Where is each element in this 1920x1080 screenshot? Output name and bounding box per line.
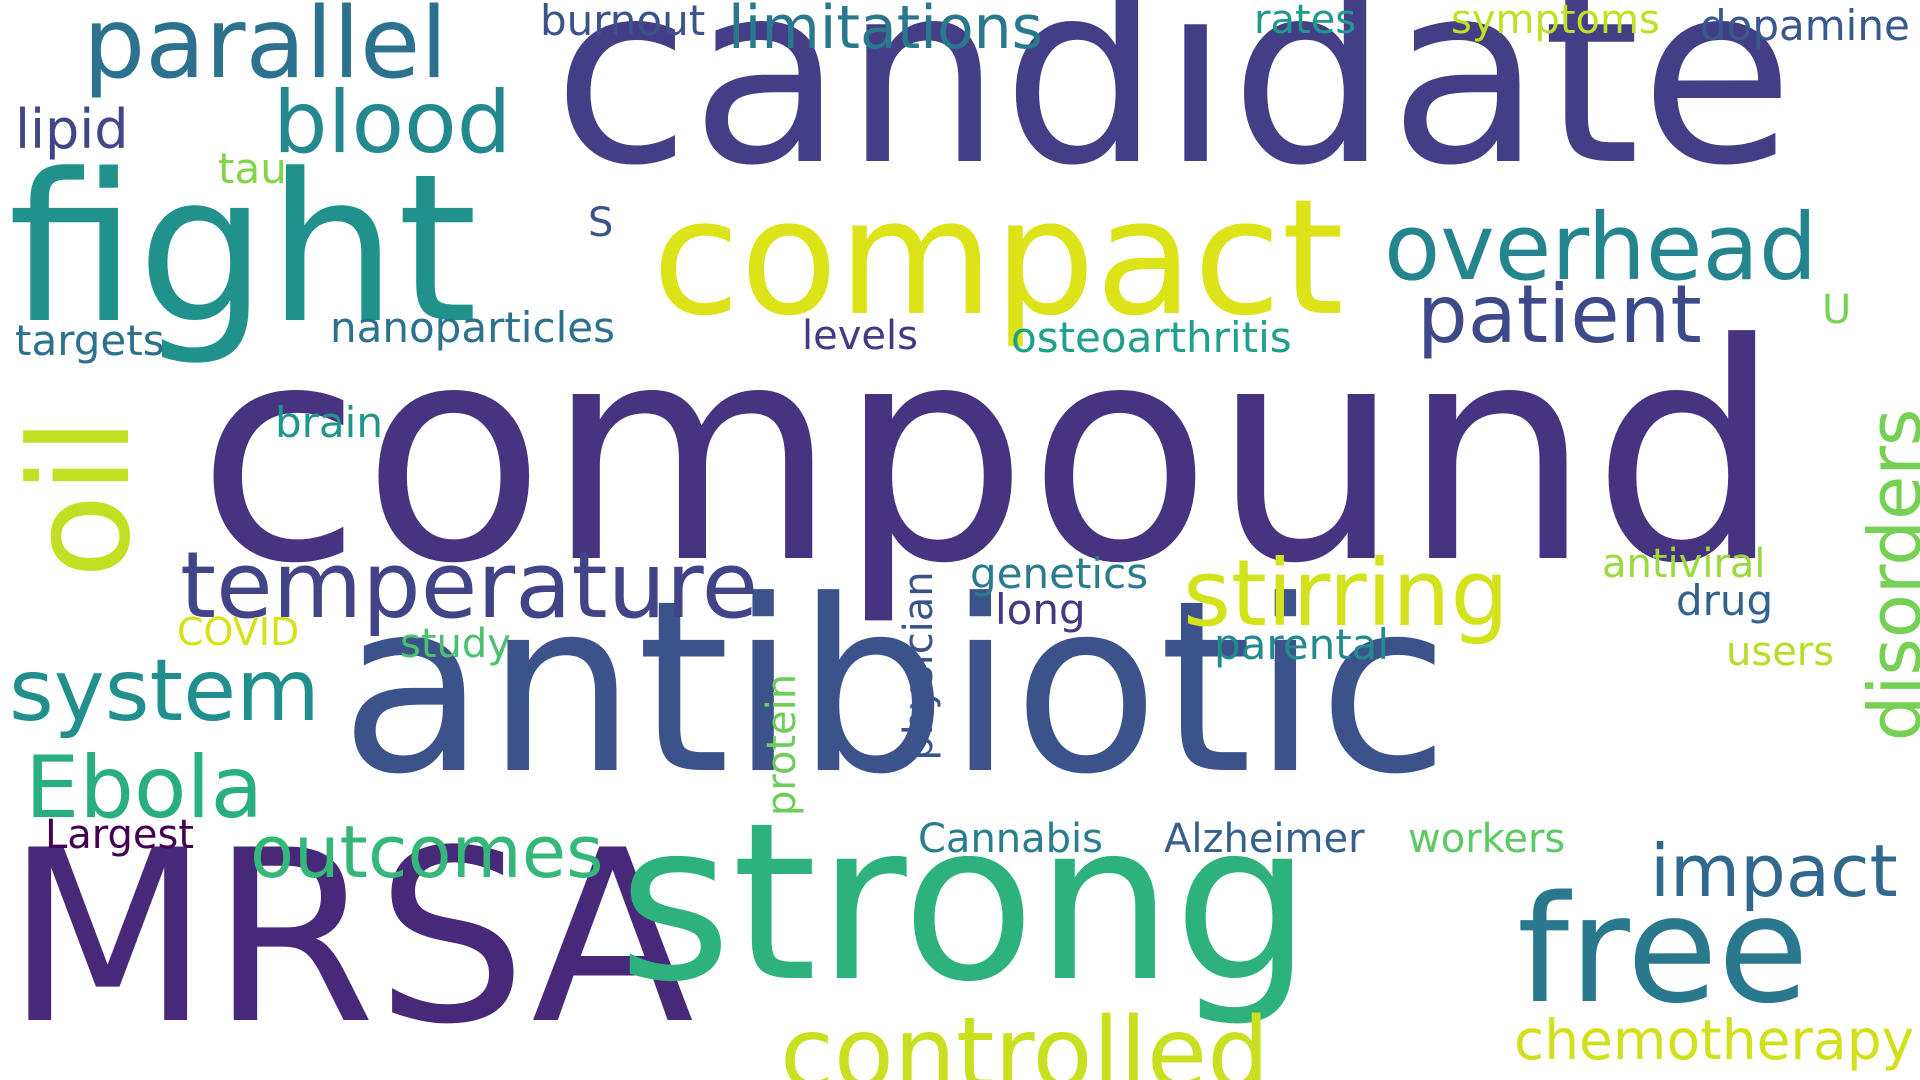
word-targets: targets bbox=[15, 316, 165, 365]
word-compound: compound bbox=[197, 280, 1783, 629]
word-physician-text: physician bbox=[896, 570, 942, 761]
word-protein: protein bbox=[758, 650, 806, 840]
word-disorders: disorders bbox=[1853, 340, 1920, 810]
word-impact: impact bbox=[1650, 829, 1898, 913]
word-symptoms: symptoms bbox=[1451, 0, 1660, 43]
word-candidate: candidate bbox=[553, 0, 1794, 220]
word-study: study bbox=[400, 621, 511, 667]
word-tau: tau bbox=[218, 144, 287, 193]
word-burnout: burnout bbox=[540, 0, 706, 45]
word-blood: blood bbox=[273, 73, 512, 173]
word-controlled: controlled bbox=[780, 997, 1270, 1080]
word-drug: drug bbox=[1676, 576, 1774, 625]
word-long: long bbox=[995, 585, 1086, 634]
word-oil: oil bbox=[0, 335, 161, 660]
word-lipid: lipid bbox=[15, 98, 129, 161]
word-ebola: Ebola bbox=[25, 738, 264, 838]
word-parental: parental bbox=[1214, 620, 1390, 669]
word-free: free bbox=[1517, 864, 1809, 1036]
word-cannabis: Cannabis bbox=[918, 816, 1103, 862]
word-nanoparticles: nanoparticles bbox=[330, 303, 615, 352]
word-workers: workers bbox=[1408, 816, 1566, 862]
word-s: S bbox=[588, 200, 614, 246]
word-antibiotic: antibiotic bbox=[340, 550, 1450, 827]
word-patient: patient bbox=[1417, 268, 1702, 361]
word-users: users bbox=[1726, 629, 1835, 675]
word-covid: COVID bbox=[177, 610, 300, 654]
word-oil-text: oil bbox=[0, 416, 161, 579]
word-largest: Largest bbox=[45, 812, 195, 858]
word-levels: levels bbox=[802, 313, 918, 359]
word-strong: strong bbox=[618, 777, 1312, 1030]
word-fight: fight bbox=[8, 131, 478, 369]
word-compact: compact bbox=[652, 164, 1345, 351]
word-temperature: temperature bbox=[180, 532, 759, 639]
word-disorders-text: disorders bbox=[1853, 408, 1920, 742]
word-dopamine: dopamine bbox=[1700, 1, 1910, 50]
word-parallel: parallel bbox=[83, 0, 448, 101]
word-genetics: genetics bbox=[970, 549, 1149, 598]
word-protein-text: protein bbox=[759, 673, 805, 817]
word-outcomes: outcomes bbox=[250, 810, 604, 894]
word-limitations: limitations bbox=[728, 0, 1043, 63]
word-mrsa: MRSA bbox=[5, 800, 695, 1077]
word-overhead: overhead bbox=[1384, 194, 1818, 301]
word-u: U bbox=[1822, 287, 1852, 333]
word-alzheimer: Alzheimer bbox=[1164, 816, 1365, 862]
word-system: system bbox=[9, 641, 320, 741]
word-antiviral: antiviral bbox=[1602, 541, 1766, 587]
word-physician: physician bbox=[895, 543, 943, 788]
word-stirring: stirring bbox=[1183, 540, 1509, 647]
word-rates: rates bbox=[1254, 0, 1357, 43]
word-chemotherapy: chemotherapy bbox=[1514, 1008, 1915, 1072]
word-brain: brain bbox=[275, 398, 383, 447]
word-osteoarthritis: osteoarthritis bbox=[1011, 313, 1292, 362]
